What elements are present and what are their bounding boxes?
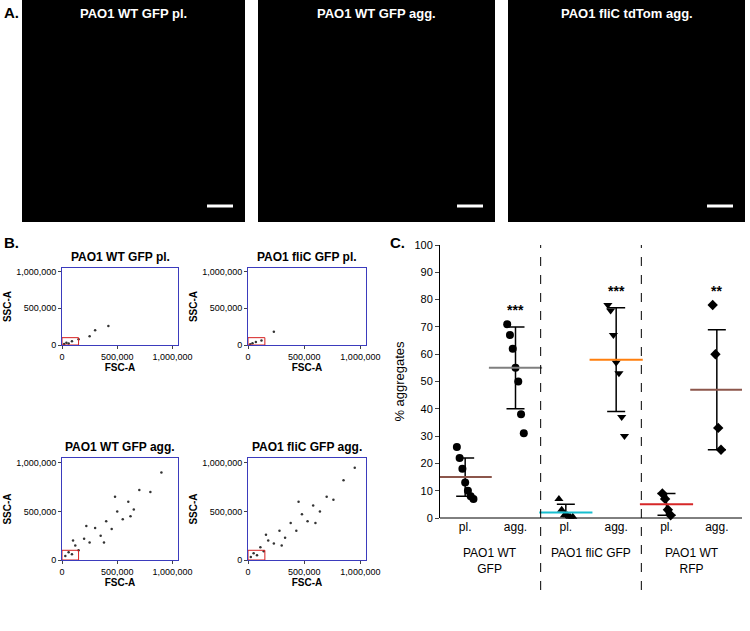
svg-text:0: 0 — [245, 567, 250, 577]
svg-text:1,000,000: 1,000,000 — [340, 567, 380, 577]
svg-text:FSC-A: FSC-A — [292, 577, 323, 588]
svg-text:0: 0 — [237, 340, 242, 350]
svg-text:40: 40 — [421, 403, 433, 415]
svg-text:1,000,000: 1,000,000 — [202, 267, 242, 277]
svg-text:0: 0 — [245, 352, 250, 362]
svg-text:agg.: agg. — [504, 520, 527, 534]
svg-text:agg.: agg. — [705, 520, 728, 534]
svg-text:20: 20 — [421, 457, 433, 469]
svg-text:1,000,000: 1,000,000 — [152, 352, 192, 362]
svg-text:SSC-A: SSC-A — [2, 291, 13, 322]
svg-text:1,000,000: 1,000,000 — [152, 567, 192, 577]
svg-text:agg.: agg. — [604, 520, 627, 534]
svg-text:0: 0 — [427, 512, 433, 524]
svg-text:pl.: pl. — [559, 520, 572, 534]
svg-text:60: 60 — [421, 348, 433, 360]
svg-text:1,000,000: 1,000,000 — [16, 458, 56, 468]
svg-text:0: 0 — [59, 352, 64, 362]
svg-text:PAO1 WT GFP pl.: PAO1 WT GFP pl. — [71, 250, 170, 264]
svg-text:FSC-A: FSC-A — [105, 362, 136, 373]
svg-text:0: 0 — [237, 555, 242, 565]
svg-text:0: 0 — [51, 555, 56, 565]
svg-text:500,000: 500,000 — [24, 507, 57, 517]
svg-text:B.: B. — [4, 234, 19, 251]
svg-text:PAO1 WT GFP pl.: PAO1 WT GFP pl. — [80, 6, 187, 21]
svg-text:PAO1 fliC tdTom agg.: PAO1 fliC tdTom agg. — [561, 6, 693, 21]
svg-text:PAO1 WTRFP: PAO1 WTRFP — [665, 546, 719, 576]
svg-text:***: *** — [507, 302, 524, 318]
svg-text:0: 0 — [51, 340, 56, 350]
svg-text:500,000: 500,000 — [101, 567, 134, 577]
svg-text:80: 80 — [421, 293, 433, 305]
svg-text:PAO1 fliC GFP: PAO1 fliC GFP — [551, 546, 631, 560]
svg-text:500,000: 500,000 — [101, 352, 134, 362]
svg-text:PAO1 fliC GFP agg.: PAO1 fliC GFP agg. — [252, 440, 362, 454]
svg-text:500,000: 500,000 — [210, 303, 243, 313]
svg-text:1,000,000: 1,000,000 — [202, 458, 242, 468]
svg-text:PAO1 WTGFP: PAO1 WTGFP — [463, 546, 517, 576]
svg-text:0: 0 — [59, 567, 64, 577]
svg-text:PAO1 fliC GFP pl.: PAO1 fliC GFP pl. — [257, 250, 357, 264]
svg-text:***: *** — [608, 283, 625, 299]
svg-text:70: 70 — [421, 321, 433, 333]
svg-text:C.: C. — [390, 234, 405, 251]
svg-text:FSC-A: FSC-A — [292, 362, 323, 373]
svg-text:SSC-A: SSC-A — [188, 291, 199, 322]
svg-text:SSC-A: SSC-A — [188, 493, 199, 524]
svg-text:**: ** — [711, 283, 722, 299]
svg-text:pl.: pl. — [660, 520, 673, 534]
svg-text:SSC-A: SSC-A — [2, 493, 13, 524]
svg-text:90: 90 — [421, 266, 433, 278]
svg-text:A.: A. — [4, 4, 19, 21]
svg-text:30: 30 — [421, 430, 433, 442]
svg-text:100: 100 — [414, 239, 432, 251]
svg-text:500,000: 500,000 — [288, 567, 321, 577]
svg-text:500,000: 500,000 — [24, 303, 57, 313]
svg-text:1,000,000: 1,000,000 — [16, 267, 56, 277]
svg-text:500,000: 500,000 — [210, 507, 243, 517]
svg-text:FSC-A: FSC-A — [105, 577, 136, 588]
svg-text:% aggregates: % aggregates — [392, 341, 407, 422]
svg-text:1,000,000: 1,000,000 — [340, 352, 380, 362]
svg-text:500,000: 500,000 — [288, 352, 321, 362]
svg-text:pl.: pl. — [459, 520, 472, 534]
svg-text:50: 50 — [421, 375, 433, 387]
svg-text:PAO1 WT GFP agg.: PAO1 WT GFP agg. — [65, 440, 175, 454]
svg-text:PAO1 WT GFP agg.: PAO1 WT GFP agg. — [317, 6, 436, 21]
svg-text:10: 10 — [421, 485, 433, 497]
